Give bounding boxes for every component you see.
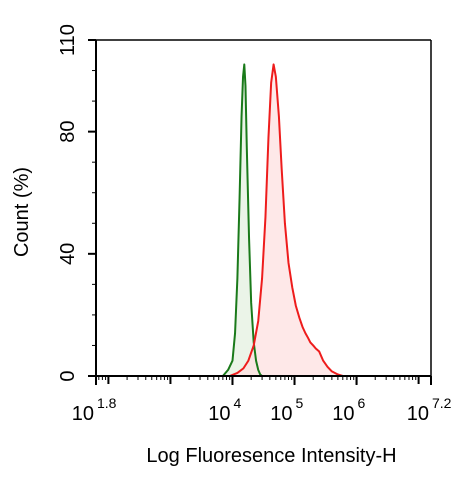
x-tick-exponent-6: 6: [358, 395, 366, 411]
x-tick-exponent-1.8: 1.8: [97, 395, 117, 411]
series-layer: [222, 63, 344, 377]
x-tick-exponent-5: 5: [296, 395, 304, 411]
y-tick-label-0: 0: [57, 370, 79, 381]
x-axis-title: Log Fluoresence Intensity-H: [146, 445, 396, 467]
x-tick-label-5: 10: [270, 403, 292, 425]
x-tick-label-7.2: 10: [407, 403, 429, 425]
y-tick-label-110: 110: [57, 24, 79, 56]
x-tick-label-4: 10: [208, 403, 230, 425]
x-tick-label-1.8: 10: [72, 403, 94, 425]
axis-layer: [88, 39, 432, 385]
y-axis-title: Count (%): [11, 167, 33, 257]
series-1-area: [222, 64, 263, 376]
series-2-area: [229, 64, 343, 376]
x-tick-exponent-4: 4: [233, 395, 241, 411]
x-tick-exponent-7.2: 7.2: [432, 395, 452, 411]
y-tick-label-80: 80: [57, 121, 79, 143]
series-2-line: [229, 63, 344, 377]
y-tick-label-40: 40: [57, 243, 79, 265]
series-1-line: [222, 63, 263, 377]
x-tick-label-6: 10: [332, 403, 354, 425]
